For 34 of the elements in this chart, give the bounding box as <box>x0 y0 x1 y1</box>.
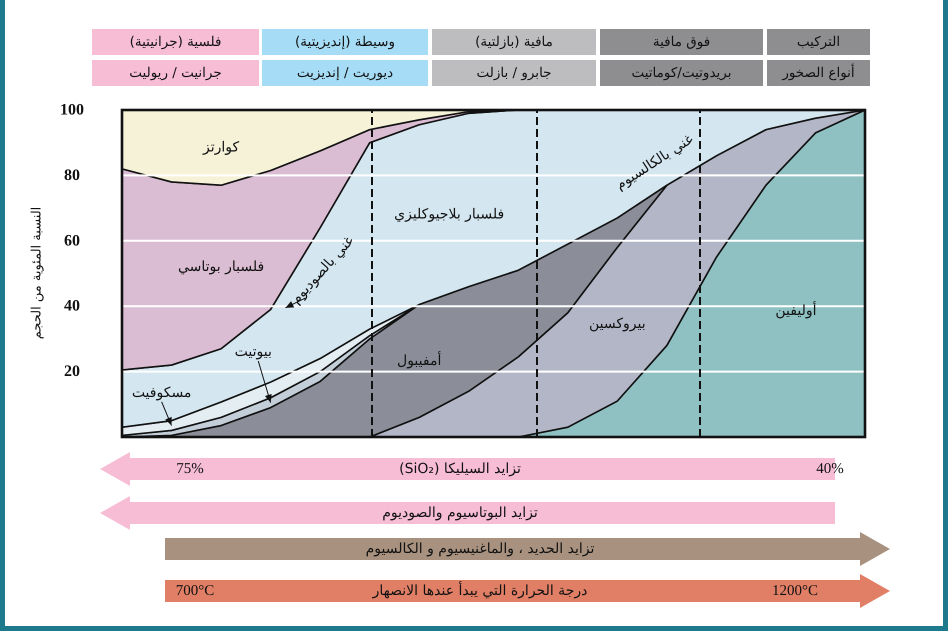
annotation: غني بالصوديوم <box>288 233 358 308</box>
text: جابرو / بازلت <box>476 65 552 81</box>
series-label: مسكوفيت <box>132 384 192 401</box>
series-label: أوليفين <box>775 301 817 320</box>
y-tick-label: 100 <box>60 102 84 118</box>
text: تزايد السيليكا (SiO₂) <box>399 461 521 477</box>
y-tick-label: 40 <box>64 298 80 315</box>
y-tick-label: 20 <box>64 363 80 380</box>
text: فلسية (جرانيتية) <box>130 34 222 50</box>
text: 40% <box>816 461 844 477</box>
text: أنواع الصخور <box>781 63 855 81</box>
y-tick-label: 60 <box>64 232 80 250</box>
text: تزايد الحديد ، والماغنيسيوم و الكالسيوم <box>366 541 594 557</box>
text: تزايد البوتاسيوم والصوديوم <box>382 505 538 521</box>
y-axis-title: النسبة المئوية من الحجم <box>30 206 44 340</box>
text: 75% <box>176 461 204 477</box>
text: بريدوتيت/كوماتيت <box>631 65 732 81</box>
annotation: غني بالكالسيوم <box>612 131 696 194</box>
series-label: بيروكسين <box>589 316 646 332</box>
y-tick-label: 80 <box>64 166 80 184</box>
text: 1200°C <box>772 583 818 599</box>
series-label: أمفيبول <box>397 350 442 369</box>
series-label: فلسبار بوتاسي <box>178 258 264 275</box>
text: جرانيت / ريوليت <box>129 65 222 81</box>
text: فوق مافية <box>652 34 710 50</box>
text: التركيب <box>796 34 840 50</box>
text: 700°C <box>176 583 214 599</box>
text: بيوتيت <box>234 344 272 360</box>
text: ديوريت / إنديزيت <box>296 65 394 81</box>
series-label: كوارتز <box>202 140 240 156</box>
text: مافية (بازلتية) <box>475 34 553 50</box>
text: درجة الحرارة التي يبدأ عندها الانصهار <box>372 581 588 599</box>
text: وسيطة (إنديزيتية) <box>295 34 395 50</box>
series-label: فلسبار بلاجيوكليزي <box>394 206 504 223</box>
